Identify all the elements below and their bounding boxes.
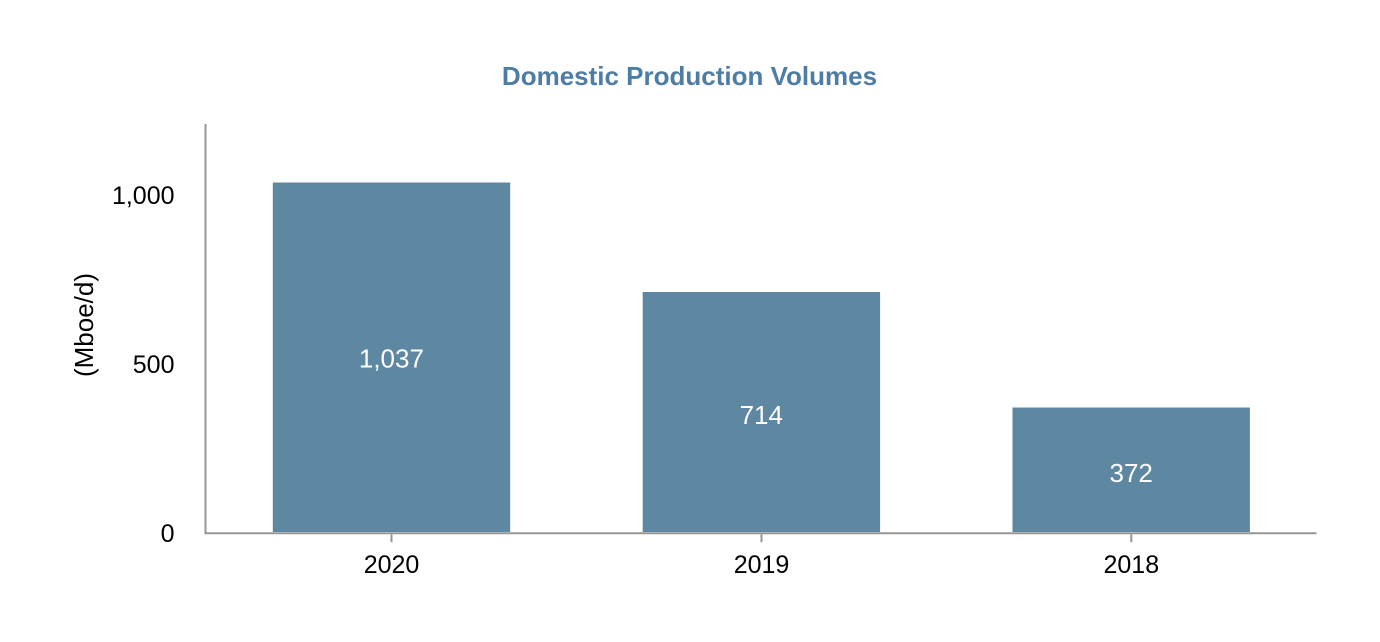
svg-text:Domestic Production Volumes: Domestic Production Volumes: [502, 61, 877, 91]
svg-text:1,037: 1,037: [359, 344, 424, 374]
svg-text:1,000: 1,000: [112, 182, 175, 210]
svg-text:714: 714: [740, 400, 783, 430]
svg-text:(Mboe/d): (Mboe/d): [69, 273, 99, 377]
svg-text:2018: 2018: [1103, 551, 1159, 579]
svg-text:2019: 2019: [734, 551, 790, 579]
svg-text:0: 0: [161, 520, 175, 548]
svg-text:2020: 2020: [364, 551, 420, 579]
svg-text:500: 500: [133, 351, 175, 379]
svg-text:372: 372: [1110, 458, 1153, 488]
